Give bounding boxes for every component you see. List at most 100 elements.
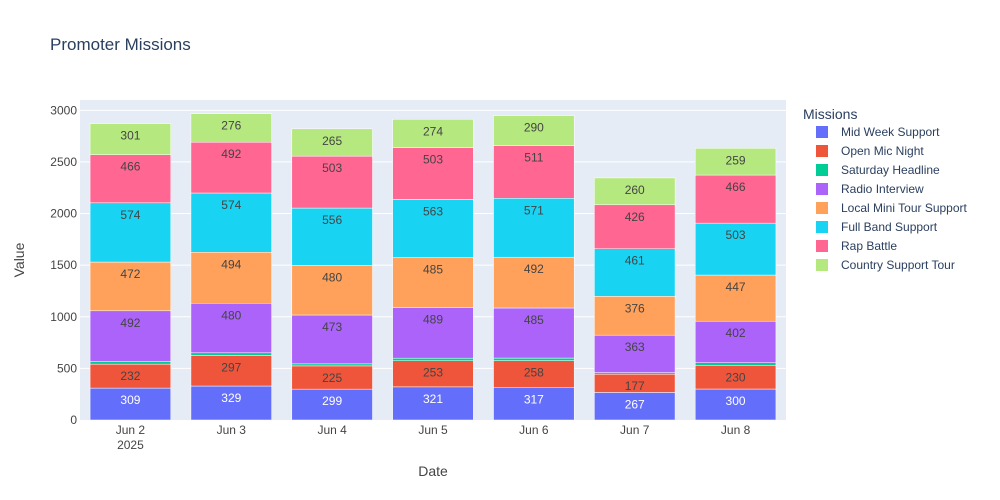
bar-segment <box>89 387 172 421</box>
bar-value-label: 492 <box>120 316 140 330</box>
legend-label: Full Band Support <box>841 220 938 234</box>
bar-value-label: 503 <box>423 153 443 167</box>
y-axis-ticks: 0 500 1000 1500 2000 2500 3000 <box>50 103 77 427</box>
bar-value-label: 297 <box>221 360 241 374</box>
bar-segment <box>493 145 575 199</box>
y-tick-label: 2500 <box>50 155 77 169</box>
bar-segment <box>493 198 575 258</box>
bar-value-label: 267 <box>625 397 645 411</box>
bar-segment <box>190 303 272 354</box>
legend-swatch <box>816 259 828 271</box>
x-tick-label: Jun 2 <box>116 423 146 437</box>
x-tick-label: Jun 7 <box>620 423 650 437</box>
legend-label: Open Mic Night <box>841 144 924 158</box>
bar-value-label: 259 <box>726 153 746 167</box>
bar-value-label: 230 <box>726 370 746 384</box>
bar-segment <box>392 119 474 148</box>
bar-value-label: 492 <box>524 262 544 276</box>
bar-value-label: 426 <box>625 210 645 224</box>
bar-segment <box>694 148 777 176</box>
bar-value-label: 258 <box>524 366 544 380</box>
legend-label: Country Support Tour <box>841 258 955 272</box>
bar-value-label: 472 <box>120 267 140 281</box>
bar-value-label: 301 <box>120 129 140 143</box>
chart-title: Promoter Missions <box>50 35 191 54</box>
y-tick-label: 1500 <box>50 258 77 272</box>
bar-segment <box>694 320 777 363</box>
bar-segment <box>493 357 575 361</box>
bar-value-label: 274 <box>423 124 443 138</box>
bar-value-label: 480 <box>322 270 342 284</box>
bar-value-label: 461 <box>625 254 645 268</box>
x-tick-label: Jun 4 <box>317 423 347 437</box>
bar-value-label: 290 <box>524 121 544 135</box>
bar-value-label: 494 <box>221 257 241 271</box>
legend: Missions Mid Week Support Open Mic Night S… <box>803 106 968 272</box>
bar-segment <box>493 307 575 359</box>
bar-segment <box>190 141 272 194</box>
y-tick-label: 3000 <box>50 103 77 117</box>
bar-segment <box>694 388 777 421</box>
bar-segment <box>190 192 272 253</box>
bar-value-label: 276 <box>221 119 241 133</box>
bar-segment <box>493 387 575 421</box>
bar-value-label: 485 <box>524 313 544 327</box>
bar-value-label: 260 <box>625 183 645 197</box>
bar-value-label: 329 <box>221 391 241 405</box>
bar-segment <box>392 147 474 200</box>
bar-segment <box>392 357 474 361</box>
bar-value-label: 489 <box>423 313 443 327</box>
x-axis-title: Date <box>418 463 448 479</box>
bar-segment <box>89 310 172 362</box>
bar-value-label: 466 <box>120 160 140 174</box>
y-tick-label: 1000 <box>50 310 77 324</box>
bar-segment <box>594 177 676 206</box>
legend-label: Local Mini Tour Support <box>841 201 968 215</box>
bar-value-label: 299 <box>322 394 342 408</box>
bar-value-label: 480 <box>221 308 241 322</box>
y-tick-label: 2000 <box>50 207 77 221</box>
legend-swatch <box>816 164 828 176</box>
bar-value-label: 321 <box>423 392 443 406</box>
bar-value-label: 473 <box>322 320 342 334</box>
bar-segment <box>694 222 777 276</box>
y-axis-title: Value <box>11 242 27 277</box>
bar-segment <box>190 355 272 387</box>
bar-value-label: 447 <box>726 280 746 294</box>
bar-segment <box>694 362 777 366</box>
bar-value-label: 363 <box>625 340 645 354</box>
x-tick-label: Jun 8 <box>721 423 751 437</box>
bar-segment <box>291 388 373 421</box>
bar-segment <box>291 363 373 367</box>
bar-value-label: 503 <box>322 161 342 175</box>
bar-value-label: 309 <box>120 393 140 407</box>
legend-label: Rap Battle <box>841 239 897 253</box>
bar-value-label: 571 <box>524 203 544 217</box>
bar-value-label: 177 <box>625 379 645 393</box>
x-tick-label: Jun 3 <box>217 423 247 437</box>
bar-segment <box>694 274 777 322</box>
bar-segment <box>594 204 676 249</box>
bar-value-label: 232 <box>120 369 140 383</box>
bar-segment <box>594 334 676 373</box>
bar-segment <box>291 265 373 316</box>
bar-segment <box>190 252 272 304</box>
bar-segment <box>89 261 172 312</box>
bar-segment <box>694 174 777 224</box>
bar-value-label: 574 <box>221 198 241 212</box>
bar-value-label: 225 <box>322 371 342 385</box>
bar-value-label: 253 <box>423 366 443 380</box>
legend-swatch <box>816 240 828 252</box>
bar-value-label: 466 <box>726 180 746 194</box>
bar-segment <box>291 314 373 365</box>
bar-value-label: 503 <box>726 228 746 242</box>
bar-value-label: 265 <box>322 134 342 148</box>
y-tick-label: 500 <box>57 361 77 375</box>
bar-value-label: 300 <box>726 394 746 408</box>
bar-segment <box>89 202 172 263</box>
y-tick-label: 0 <box>70 413 77 427</box>
bars-group: 309 232 492 472 574 466 301 329 297 480 494 574 492 2… <box>89 113 777 421</box>
legend-swatch <box>816 145 828 157</box>
